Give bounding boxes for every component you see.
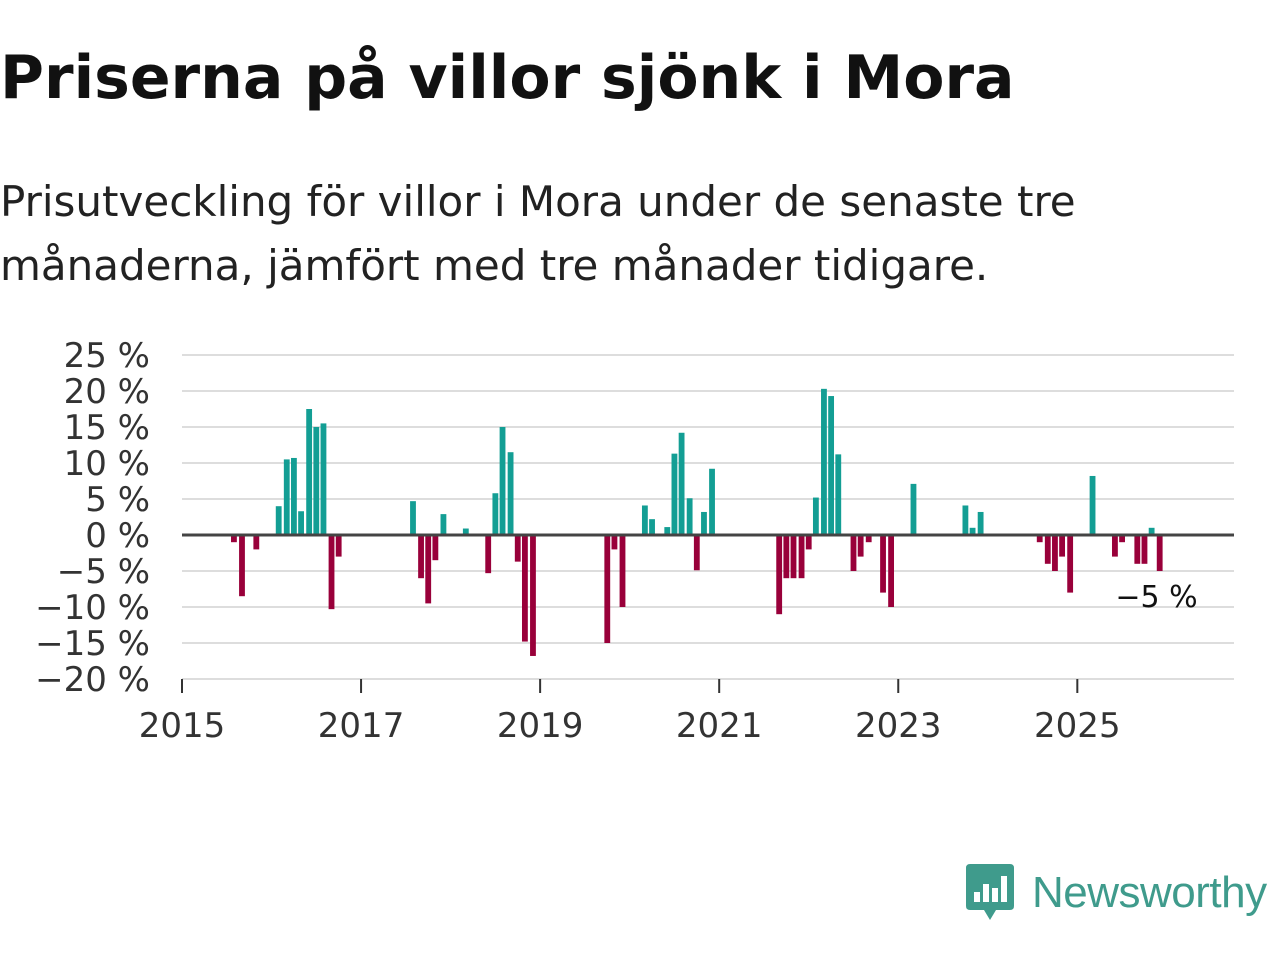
- bars: [231, 388, 1163, 656]
- bar: [313, 427, 320, 535]
- bar: [619, 535, 626, 607]
- brand-name: Newsworthy: [1032, 868, 1267, 917]
- bar: [611, 535, 618, 550]
- bar: [805, 535, 812, 550]
- bar: [1044, 535, 1051, 564]
- bar: [910, 483, 917, 535]
- y-tick-label: 5 %: [85, 480, 150, 520]
- bar: [1134, 535, 1141, 564]
- bar: [291, 457, 297, 535]
- bar: [253, 535, 260, 550]
- bar: [328, 535, 335, 610]
- bar: [857, 535, 864, 557]
- bar: [521, 535, 528, 642]
- x-tick-label: 2019: [497, 706, 584, 746]
- bar: [1156, 535, 1163, 571]
- bar: [790, 535, 797, 579]
- bar: [1112, 535, 1118, 557]
- bar-chart: 25 %20 %15 %10 %5 %0 %−5 %−10 %−15 %−20 …: [35, 336, 1234, 746]
- bar: [969, 527, 976, 535]
- y-tick-label: −20 %: [35, 660, 150, 700]
- x-tick-label: 2021: [676, 706, 763, 746]
- x-tick-label: 2023: [855, 706, 942, 746]
- bar: [693, 535, 700, 571]
- y-tick-label: 0 %: [85, 516, 150, 556]
- y-tick-label: −5 %: [57, 552, 150, 592]
- bar: [812, 497, 819, 535]
- bar: [671, 453, 678, 535]
- bar: [835, 454, 842, 535]
- y-tick-label: −10 %: [35, 588, 150, 628]
- bar: [977, 511, 984, 535]
- bar: [507, 452, 514, 535]
- bar: [1067, 535, 1074, 593]
- bar: [1141, 535, 1148, 564]
- bar: [530, 535, 536, 656]
- bar: [1059, 535, 1066, 557]
- y-axis-ticks: 25 %20 %15 %10 %5 %0 %−5 %−10 %−15 %−20 …: [35, 336, 150, 700]
- bar: [335, 535, 342, 557]
- bar: [664, 527, 671, 535]
- bar: [462, 528, 469, 535]
- bar: [275, 506, 282, 535]
- bar: [432, 535, 439, 561]
- bar: [410, 501, 416, 535]
- bar: [418, 535, 424, 579]
- bar: [320, 423, 327, 535]
- bar: [641, 505, 648, 535]
- last-value-label: −5 %: [1115, 580, 1197, 615]
- bar: [1052, 535, 1058, 571]
- bar: [1119, 535, 1125, 543]
- y-tick-label: 10 %: [64, 444, 150, 484]
- bar: [425, 535, 432, 604]
- y-tick-label: 25 %: [64, 336, 150, 376]
- bar: [783, 535, 790, 579]
- bar: [880, 535, 886, 593]
- bar-chart-speech-bubble-icon: [966, 864, 1014, 920]
- x-tick-label: 2017: [318, 706, 405, 746]
- bar: [1089, 475, 1096, 535]
- y-tick-label: −15 %: [35, 624, 150, 664]
- bar: [776, 535, 783, 615]
- y-tick-label: 20 %: [64, 372, 150, 412]
- bar: [306, 409, 313, 535]
- x-axis: 2015 2017 2019 2021 2023 2025: [139, 679, 1121, 746]
- bar: [709, 468, 715, 535]
- bar: [514, 535, 521, 562]
- bar: [492, 493, 499, 535]
- bar: [828, 396, 835, 535]
- x-tick-label: 2015: [139, 706, 226, 746]
- bar: [1148, 527, 1155, 535]
- bar: [485, 535, 492, 574]
- chart-subtitle: Prisutveckling för villor i Mora under d…: [0, 177, 1076, 290]
- bar: [850, 535, 857, 571]
- bar: [798, 535, 805, 579]
- gridlines: [182, 354, 1234, 680]
- bar: [604, 535, 611, 643]
- bar: [239, 535, 245, 597]
- bar: [649, 519, 655, 535]
- bar: [298, 511, 304, 535]
- x-tick-label: 2025: [1034, 706, 1121, 746]
- brand-logo: Newsworthy: [964, 862, 1267, 924]
- bar: [962, 505, 969, 535]
- y-tick-label: 15 %: [64, 408, 150, 448]
- bar: [1036, 535, 1043, 543]
- bar: [701, 511, 707, 535]
- chart-title: Priserna på villor sjönk i Mora: [0, 43, 1015, 113]
- bar: [821, 388, 827, 535]
- bar: [283, 459, 290, 535]
- bar: [440, 514, 447, 535]
- bar: [678, 432, 685, 535]
- bar: [499, 427, 506, 535]
- bar: [888, 535, 895, 607]
- bar: [231, 535, 237, 543]
- bar: [865, 535, 872, 543]
- bar: [686, 498, 693, 535]
